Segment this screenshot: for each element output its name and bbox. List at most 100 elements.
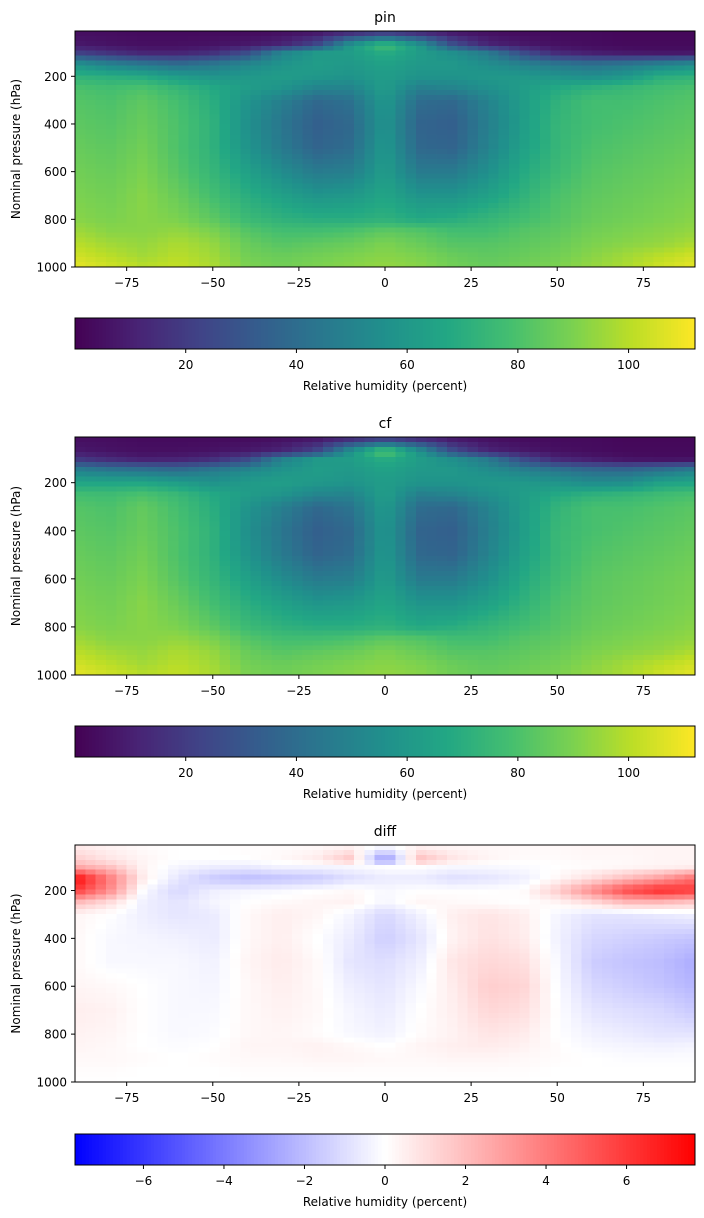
heatmap-cell: [230, 65, 241, 71]
heatmap-cell: [199, 40, 210, 47]
heatmap-cell: [509, 109, 520, 116]
heatmap-cell: [457, 237, 469, 244]
colorbar-segment: [622, 318, 627, 349]
heatmap-cell: [199, 516, 210, 522]
heatmap-cell: [467, 526, 479, 532]
heatmap-cell: [126, 580, 138, 587]
heatmap-cell: [684, 114, 696, 121]
heatmap-cell: [157, 75, 169, 81]
heatmap-cell: [560, 124, 572, 130]
heatmap-cell: [188, 242, 200, 248]
heatmap-cell: [519, 471, 531, 478]
heatmap-cell: [653, 188, 665, 194]
heatmap-cell: [85, 565, 97, 572]
heatmap-cell: [436, 481, 448, 488]
heatmap-cell: [478, 242, 489, 248]
heatmap-cell: [178, 511, 190, 517]
heatmap-cell: [436, 471, 448, 478]
heatmap-cell: [188, 565, 200, 572]
heatmap-cell: [684, 476, 696, 483]
heatmap-cell: [168, 506, 179, 512]
heatmap-cell: [188, 80, 200, 86]
heatmap-cell: [199, 80, 210, 86]
heatmap-cell: [312, 580, 324, 587]
heatmap-cell: [209, 65, 221, 71]
heatmap-cell: [488, 149, 500, 155]
heatmap-cell: [343, 506, 355, 512]
heatmap-cell: [364, 506, 376, 512]
heatmap-cell: [240, 252, 252, 258]
heatmap-cell: [126, 252, 138, 258]
heatmap-cell: [395, 178, 407, 185]
heatmap-cell: [188, 178, 200, 185]
heatmap-cell: [612, 232, 624, 239]
heatmap-cell: [591, 183, 603, 189]
heatmap-cell: [302, 55, 314, 62]
heatmap-cell: [571, 153, 582, 160]
heatmap-cell: [116, 257, 128, 263]
colorbar-segment: [357, 318, 362, 349]
heatmap-cell: [467, 247, 479, 253]
heatmap-cell: [292, 536, 303, 542]
heatmap-cell: [333, 188, 345, 194]
heatmap-cell: [302, 85, 314, 91]
heatmap-cell: [560, 227, 572, 234]
heatmap-cell: [602, 40, 613, 47]
heatmap-cell: [529, 124, 541, 130]
chart-title: pin: [374, 10, 396, 26]
heatmap-cell: [312, 212, 324, 219]
heatmap-cell: [188, 144, 200, 150]
heatmap-cell: [498, 80, 510, 86]
heatmap-cell: [540, 55, 551, 62]
heatmap-cell: [106, 506, 117, 512]
heatmap-cell: [436, 556, 448, 562]
heatmap-cell: [106, 208, 117, 214]
heatmap-cell: [581, 134, 593, 140]
heatmap-cell: [612, 139, 624, 145]
heatmap-cell: [436, 173, 448, 180]
heatmap-cell: [147, 60, 159, 67]
heatmap-cell: [219, 461, 231, 468]
heatmap-cell: [385, 516, 396, 522]
heatmap-cell: [168, 65, 179, 71]
heatmap-cell: [85, 198, 97, 204]
heatmap-cell: [137, 451, 148, 458]
heatmap-cell: [292, 456, 303, 463]
heatmap-cell: [385, 262, 396, 268]
heatmap-cell: [664, 531, 675, 537]
heatmap-cell: [674, 252, 686, 258]
colorbar-segment: [612, 318, 617, 349]
heatmap-cell: [571, 551, 582, 557]
heatmap-cell: [405, 193, 417, 199]
heatmap-cell: [591, 55, 603, 62]
heatmap-cell: [519, 217, 531, 224]
heatmap-cells: [75, 437, 696, 676]
heatmap-cell: [157, 516, 169, 522]
heatmap-cell: [602, 114, 613, 121]
heatmap-cell: [250, 55, 262, 62]
heatmap-cell: [85, 496, 97, 503]
heatmap-cell: [447, 466, 458, 473]
heatmap-cell: [240, 247, 252, 253]
heatmap-cell: [602, 178, 613, 185]
colorbar-tick-label: 60: [400, 358, 415, 372]
heatmap-cell: [199, 139, 210, 145]
heatmap-cell: [230, 80, 241, 86]
heatmap-cell: [199, 252, 210, 258]
heatmap-cell: [633, 560, 644, 567]
heatmap-cell: [147, 575, 159, 582]
heatmap-cell: [457, 501, 469, 508]
heatmap-cell: [633, 511, 644, 517]
heatmap-cell: [612, 580, 624, 587]
heatmap-cell: [622, 222, 634, 229]
heatmap-cell: [519, 541, 531, 547]
heatmap-cell: [395, 153, 407, 160]
heatmap-cell: [261, 541, 272, 547]
heatmap-cell: [560, 242, 572, 248]
heatmap-cell: [374, 94, 386, 101]
heatmap-cell: [323, 163, 334, 170]
heatmap-cell: [116, 466, 128, 473]
heatmap-cell: [622, 501, 634, 508]
heatmap-cell: [95, 94, 107, 101]
heatmap-cell: [354, 124, 365, 130]
